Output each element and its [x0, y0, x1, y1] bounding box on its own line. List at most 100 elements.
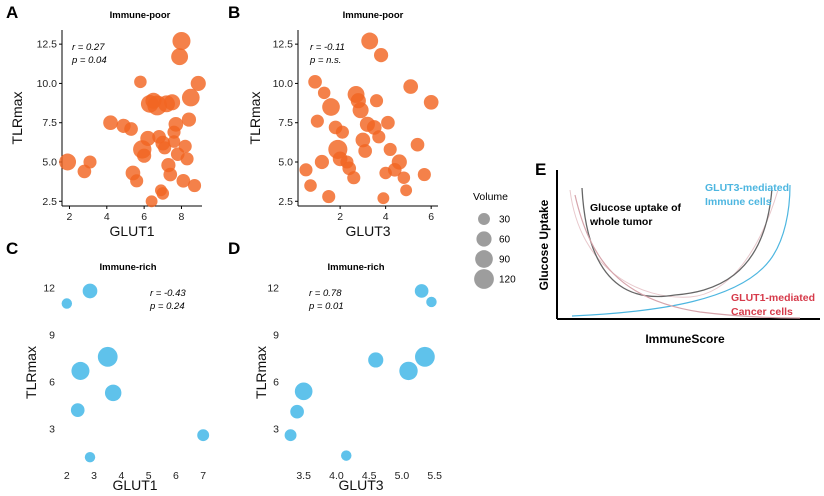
panel-c-xlabel: GLUT1 — [112, 477, 157, 493]
panel-b-point — [381, 115, 395, 130]
panel-b-point — [372, 130, 386, 144]
panel-b-point — [317, 86, 331, 100]
panel-a-point — [145, 195, 158, 208]
panel-e-ylabel: Glucose Uptake — [537, 199, 551, 290]
whole-tumor-label-line1: Glucose uptake of — [590, 202, 682, 214]
legend-label: 90 — [499, 255, 511, 266]
glut1-cancer-curve — [574, 194, 801, 319]
panel-d-xtick-label: 3.5 — [296, 470, 311, 482]
panel-d-point — [284, 429, 297, 442]
panel-b-point — [335, 125, 349, 139]
panel-b-ylabel: TLRmax — [247, 92, 263, 145]
panel-a-ytick-label: 12.5 — [37, 39, 58, 51]
panel-b-point — [322, 190, 336, 204]
panel-b-point — [358, 144, 372, 158]
glut3-label-line2: Immune cells — [705, 196, 772, 208]
panel-d-xtick-label: 4.5 — [362, 470, 377, 482]
glut1-label-line1: GLUT1-mediated — [731, 292, 815, 304]
panel-c-xtick-label: 5 — [146, 470, 152, 482]
panel-d-ylabel: TLRmax — [253, 346, 269, 399]
panel-b-point — [391, 154, 407, 170]
panel-a-point — [168, 116, 184, 132]
panel-b-point — [340, 155, 354, 169]
panel-b-point — [410, 137, 425, 152]
panel-b-stat-r: r = -0.11 — [310, 42, 345, 53]
size-legend: Volume 30 60 90 120 — [473, 191, 516, 289]
panel-c-ytick-label: 9 — [49, 329, 55, 341]
panel-a-xtick-label: 2 — [67, 211, 73, 223]
panel-a-point — [83, 155, 97, 169]
panel-d: D Immune-rich 3.5 4.0 4.5 5.0 5.5 3 6 9 12 GLUT3 TLR… — [228, 239, 442, 493]
panel-b-point — [383, 142, 397, 156]
panel-a-xtick-label: 6 — [141, 211, 147, 223]
whole-tumor-faint-curve — [569, 189, 779, 298]
panel-a-point — [180, 152, 194, 166]
legend-marker — [478, 213, 490, 225]
panel-d-point — [414, 284, 429, 298]
panel-a-point — [158, 141, 172, 155]
panel-c-xtick-label: 7 — [200, 470, 206, 482]
panel-a-ytick-label: 5.0 — [42, 157, 57, 169]
panel-c-ytick-label: 12 — [43, 282, 55, 294]
panel-b-letter: B — [228, 3, 240, 22]
panel-a-point — [164, 94, 181, 111]
legend-marker — [475, 250, 493, 268]
legend-title: Volume — [473, 191, 508, 203]
panel-d-point — [341, 450, 352, 461]
panel-c-point — [70, 403, 85, 417]
panel-d-letter: D — [228, 239, 240, 258]
whole-tumor-label-line2: whole tumor — [589, 216, 652, 228]
panel-d-stat-r: r = 0.78 — [309, 288, 342, 299]
panel-c-ylabel: TLRmax — [23, 346, 39, 399]
panel-b-point — [347, 171, 361, 185]
panel-b-point — [310, 114, 324, 128]
panel-c-point — [104, 384, 122, 402]
panel-d-xtick-label: 5.0 — [395, 470, 410, 482]
panel-b-point — [299, 163, 313, 177]
panel-a-point — [124, 122, 138, 136]
glut3-immune-curve — [571, 184, 791, 317]
panel-a-point — [172, 31, 191, 51]
panel-b-point — [361, 32, 379, 50]
panel-a-point — [130, 174, 144, 188]
panel-d-point — [290, 404, 304, 419]
panel-b-point — [355, 132, 371, 148]
panel-a-xlabel: GLUT1 — [109, 223, 154, 239]
panel-b-ytick-label: 5.0 — [278, 157, 293, 169]
panel-c-xtick-label: 2 — [64, 470, 70, 482]
panel-c-xtick-label: 6 — [173, 470, 179, 482]
panel-b-point — [322, 98, 340, 116]
panel-b-ytick-label: 10.0 — [273, 78, 294, 90]
panel-d-point — [399, 361, 418, 381]
panel-b-point — [403, 79, 419, 94]
panel-d-ytick-label: 9 — [273, 329, 279, 341]
panel-a-point — [167, 135, 181, 148]
panel-c-ytick-label: 3 — [49, 423, 55, 435]
panel-d-title: Immune-rich — [327, 262, 384, 273]
panel-c-xtick-label: 3 — [91, 470, 97, 482]
legend-label: 120 — [499, 275, 516, 286]
panel-b-point — [377, 192, 390, 205]
panel-a-point — [187, 179, 202, 193]
panel-b-stat-p: p = n.s. — [309, 55, 341, 66]
panel-d-point — [368, 352, 384, 368]
panel-a-letter: A — [6, 3, 18, 22]
panel-b-ytick-label: 2.5 — [278, 196, 293, 208]
legend-label: 60 — [499, 235, 511, 246]
panel-a-ylabel: TLRmax — [9, 92, 25, 145]
panel-b-xtick-label: 4 — [383, 211, 389, 223]
panel-b: B Immune-poor 2 4 6 2.5 5.0 7.5 10.0 12.5 GLUT3 TLR… — [228, 3, 439, 239]
panel-e: E Glucose Uptake ImmuneScore Glucose upt… — [535, 160, 820, 346]
whole-tumor-curve — [581, 187, 773, 298]
panel-a-point — [181, 112, 197, 127]
panel-d-ytick-label: 6 — [273, 376, 279, 388]
panel-c-point — [97, 346, 118, 367]
panel-c-title: Immune-rich — [99, 262, 156, 273]
glut1-label-line2: Cancer cells — [731, 306, 793, 318]
panel-c-point — [71, 361, 90, 380]
panel-c-point — [84, 451, 96, 463]
panel-c-point — [61, 298, 73, 309]
panel-c: C Immune-rich 2 3 4 5 6 7 3 6 9 12 GLUT1 TLRmax r = -0… — [6, 239, 210, 493]
panel-c-point — [82, 283, 98, 299]
